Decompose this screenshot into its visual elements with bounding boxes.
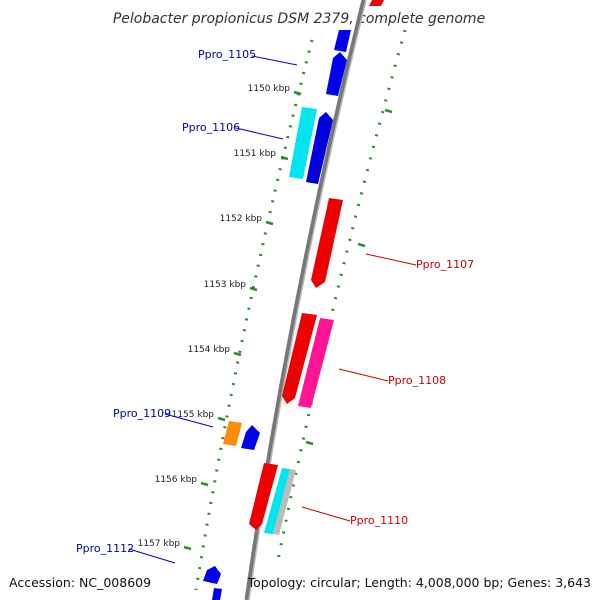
gene-label-ppro-1112: Ppro_1112 bbox=[76, 542, 134, 555]
gene-arrow bbox=[223, 421, 242, 446]
gene-arrow bbox=[249, 463, 278, 530]
tick-label-1153: 1153 kbp bbox=[204, 280, 247, 290]
gene-arrow bbox=[273, 469, 296, 535]
outer-tick-ring bbox=[194, 39, 314, 591]
gene-arrow bbox=[326, 52, 347, 96]
tick-mark bbox=[280, 155, 289, 161]
topology-summary: Topology: circular; Length: 4,008,000 bp… bbox=[247, 575, 591, 590]
tick-label-1151: 1151 kbp bbox=[234, 149, 277, 159]
gene-arrow bbox=[311, 198, 343, 288]
gene-label-ppro-1108: Ppro_1108 bbox=[388, 374, 446, 387]
gene-arrow bbox=[203, 566, 221, 584]
tick-mark bbox=[183, 545, 192, 551]
tick-mark bbox=[265, 220, 274, 226]
gene-label-ppro-1107: Ppro_1107 bbox=[416, 258, 474, 271]
accession-text: Accession: NC_008609 bbox=[9, 575, 151, 590]
tick-marks bbox=[183, 90, 393, 551]
gene-label-ppro-1109: Ppro_1109 bbox=[113, 407, 171, 420]
gene-arrow bbox=[264, 468, 290, 534]
tick-label-1154: 1154 kbp bbox=[188, 345, 231, 355]
tick-label-1157: 1157 kbp bbox=[138, 539, 181, 549]
gene-label-ppro-1105: Ppro_1105 bbox=[198, 48, 256, 61]
gene-arrow bbox=[369, 0, 384, 6]
gene-features bbox=[203, 0, 384, 600]
tick-label-1155: 1155 kbp bbox=[172, 410, 215, 420]
gene-label-ppro-1106: Ppro_1106 bbox=[182, 121, 240, 134]
tick-mark bbox=[217, 416, 226, 422]
tick-label-1150: 1150 kbp bbox=[248, 84, 291, 94]
gene-arrow bbox=[282, 313, 317, 404]
tick-label-1152: 1152 kbp bbox=[220, 214, 263, 224]
gene-arrow bbox=[241, 425, 260, 450]
gene-arrow bbox=[306, 112, 333, 184]
tick-mark bbox=[293, 90, 302, 96]
tick-label-1156: 1156 kbp bbox=[155, 475, 198, 485]
tick-mark bbox=[200, 481, 209, 487]
gene-arrow bbox=[334, 30, 351, 52]
map-title: Pelobacter propionicus DSM 2379, complet… bbox=[113, 11, 485, 27]
label-leaders bbox=[128, 55, 417, 564]
gene-arrow bbox=[212, 588, 222, 600]
gene-arrow bbox=[289, 107, 317, 179]
gene-label-ppro-1110: Ppro_1110 bbox=[350, 514, 408, 527]
tick-mark bbox=[249, 286, 258, 292]
tick-mark bbox=[233, 351, 242, 357]
gene-arrow bbox=[298, 318, 334, 408]
inner-tick-ring bbox=[276, 29, 407, 561]
